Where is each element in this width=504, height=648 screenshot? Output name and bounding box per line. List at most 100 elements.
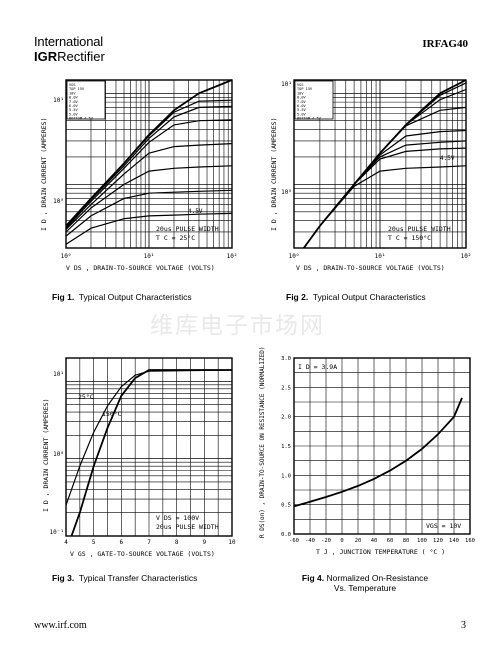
fig1-vgs-legend-entry: 7.0V	[69, 100, 78, 104]
fig1-ytick-0: 10¹	[53, 97, 64, 104]
fig4-xtick: 0	[340, 538, 343, 544]
fig2-vgs-legend-entry: VGS	[297, 83, 304, 87]
fig1-vgs-legend-entry: 5.0V	[69, 112, 78, 116]
fig1-vgs-legend-entry: 6.0V	[69, 104, 78, 108]
fig1-series-line-1	[65, 99, 233, 227]
fig3-xtick: 9	[203, 539, 207, 546]
fig2-xlabel: V DS , DRAIN-TO-SOURCE VOLTAGE (VOLTS)	[296, 264, 445, 272]
fig4-xtick: 60	[387, 538, 394, 544]
page-number: 3	[461, 620, 466, 631]
fig4-xtick: -20	[321, 538, 331, 544]
fig2-ytick-0: 10¹	[281, 81, 292, 88]
fig3-ytick-1: 10⁰	[53, 451, 64, 458]
fig4-caption-text: Normalized On-Resistance	[326, 573, 429, 583]
fig2-ytick-1: 10⁰	[281, 189, 292, 196]
fig3-note1: V DS = 100V	[156, 514, 199, 522]
fig3-xtick: 10	[228, 539, 236, 546]
fig3-label-25c: 25°C	[78, 393, 94, 401]
fig4-grid	[293, 357, 471, 535]
part-number: IRFAG40	[422, 38, 468, 50]
fig2-series-line-6	[303, 147, 467, 249]
fig2-vgs-legend-entry: 10V	[297, 91, 304, 95]
fig2-series-line-7	[303, 165, 467, 249]
fig2-vgs-legend-entry: TOP 15V	[297, 87, 313, 91]
fig4-ytick: 1.0	[281, 473, 291, 479]
fig1-xtick-1: 10¹	[144, 253, 155, 260]
fig1-series-line-2	[65, 105, 233, 228]
fig4-xtick: 160	[465, 538, 475, 544]
fig2-number: Fig 2.	[286, 292, 309, 302]
fig4-series-line-0	[293, 397, 463, 508]
fig4-ytick: 0.0	[281, 532, 291, 538]
fig2-vgs-legend-entry: 8.0V	[297, 96, 306, 100]
fig1-note2: T C = 25°C	[156, 234, 195, 242]
fig2-vgs-legend-entry: 5.5V	[297, 108, 306, 112]
fig4-xticks: -60 -40 -20 0 20 40 60 80 100 120 140 160	[289, 538, 475, 544]
watermark: 维库电子市场网	[150, 313, 325, 339]
fig4-curves	[293, 397, 463, 508]
fig1-number: Fig 1.	[52, 292, 75, 302]
fig1-series-line-6	[65, 189, 233, 237]
fig3-label-150c: 150°C	[102, 410, 122, 418]
fig4-chart: I D = 3.9A VGS = 10V -60 -40 -20 0 20 40 60 80 1…	[259, 347, 475, 556]
fig1-xtick-0: 10⁰	[61, 253, 72, 260]
fig4-ytick: 2.5	[281, 385, 291, 391]
fig1-xtick-2: 10²	[227, 253, 238, 260]
fig1-ylabel: I D , DRAIN CURRENT (AMPERES)	[40, 118, 48, 232]
fig4-xtick: 40	[371, 538, 378, 544]
fig3-xtick: 7	[147, 539, 151, 546]
fig3-caption-text: Typical Transfer Characteristics	[78, 573, 198, 583]
fig3-grid	[65, 357, 233, 537]
fig2-xtick-1: 10¹	[375, 253, 386, 260]
fig2-vgs-legend-entry: 7.0V	[297, 100, 306, 104]
fig3-xtick: 5	[92, 539, 96, 546]
company-logo-rectifier: IGRRectifier	[34, 49, 105, 64]
fig4-ytick: 3.0	[281, 356, 291, 362]
fig2-caption: Fig 2. Typical Output Characteristics	[286, 292, 426, 302]
fig1-vgs-legend-box	[66, 80, 106, 120]
fig1-xlabel: V DS , DRAIN-TO-SOURCE VOLTAGE (VOLTS)	[66, 264, 215, 272]
fig4-caption-line2: Vs. Temperature	[333, 583, 397, 593]
fig2-xtick-0: 10⁰	[289, 253, 300, 260]
fig4-xtick: 20	[355, 538, 362, 544]
fig1-vgs-legend-entry: 5.5V	[69, 108, 78, 112]
fig4-note-bot: VGS = 10V	[426, 522, 461, 530]
fig3-series-line-0	[70, 369, 232, 537]
fig3-ytick-2: 10⁻¹	[50, 529, 64, 536]
fig2-ylabel: I D , DRAIN CURRENT (AMPERES)	[270, 118, 278, 232]
fig4-ytick: 1.5	[281, 444, 291, 450]
fig4-ytick: 0.5	[281, 503, 291, 509]
fig1-caption: Fig 1. Typical Output Characteristics	[52, 292, 192, 302]
footer-url: www.irf.com	[34, 620, 87, 631]
fig1-series-line-4	[65, 143, 233, 230]
fig4-caption: Fig 4. Normalized On-Resistance Vs. Temp…	[290, 573, 440, 593]
fig2-curve-label: 4.5V	[440, 155, 455, 162]
fig3-note2: 20us PULSE WIDTH	[156, 523, 219, 531]
fig4-xtick: 100	[417, 538, 427, 544]
fig4-xtick: 140	[449, 538, 459, 544]
fig4-xtick: -40	[305, 538, 315, 544]
rectifier-text: Rectifier	[57, 49, 105, 64]
fig3-xlabel: V GS , GATE-TO-SOURCE VOLTAGE (VOLTS)	[70, 550, 215, 558]
fig3-ytick-0: 10¹	[53, 371, 64, 378]
fig1-series-line-5	[65, 165, 233, 233]
fig4-xtick: -60	[289, 538, 299, 544]
fig2-xtick-2: 10²	[461, 253, 472, 260]
fig1-vgs-legend-entry: 10V	[69, 91, 76, 95]
fig3-number: Fig 3.	[52, 573, 75, 583]
fig1-series-line-3	[65, 119, 233, 229]
company-logo-text: International	[34, 34, 103, 49]
fig3-xtick: 8	[175, 539, 179, 546]
fig2-note1: 20us PULSE WIDTH	[388, 225, 451, 233]
fig1-series-line-7	[65, 212, 233, 245]
fig2-vgs-legend-entry: 6.0V	[297, 104, 306, 108]
fig2-vgs-legend-box	[294, 80, 334, 120]
fig4-note-top: I D = 3.9A	[298, 363, 337, 371]
fig2-curves	[303, 79, 467, 249]
fig1-note1: 20us PULSE WIDTH	[156, 225, 219, 233]
fig4-xtick: 120	[433, 538, 443, 544]
fig2-vgs-legend-entry: 5.0V	[297, 112, 306, 116]
fig4-yticks: 3.0 2.5 2.0 1.5 1.0 0.5 0.0	[281, 356, 291, 538]
